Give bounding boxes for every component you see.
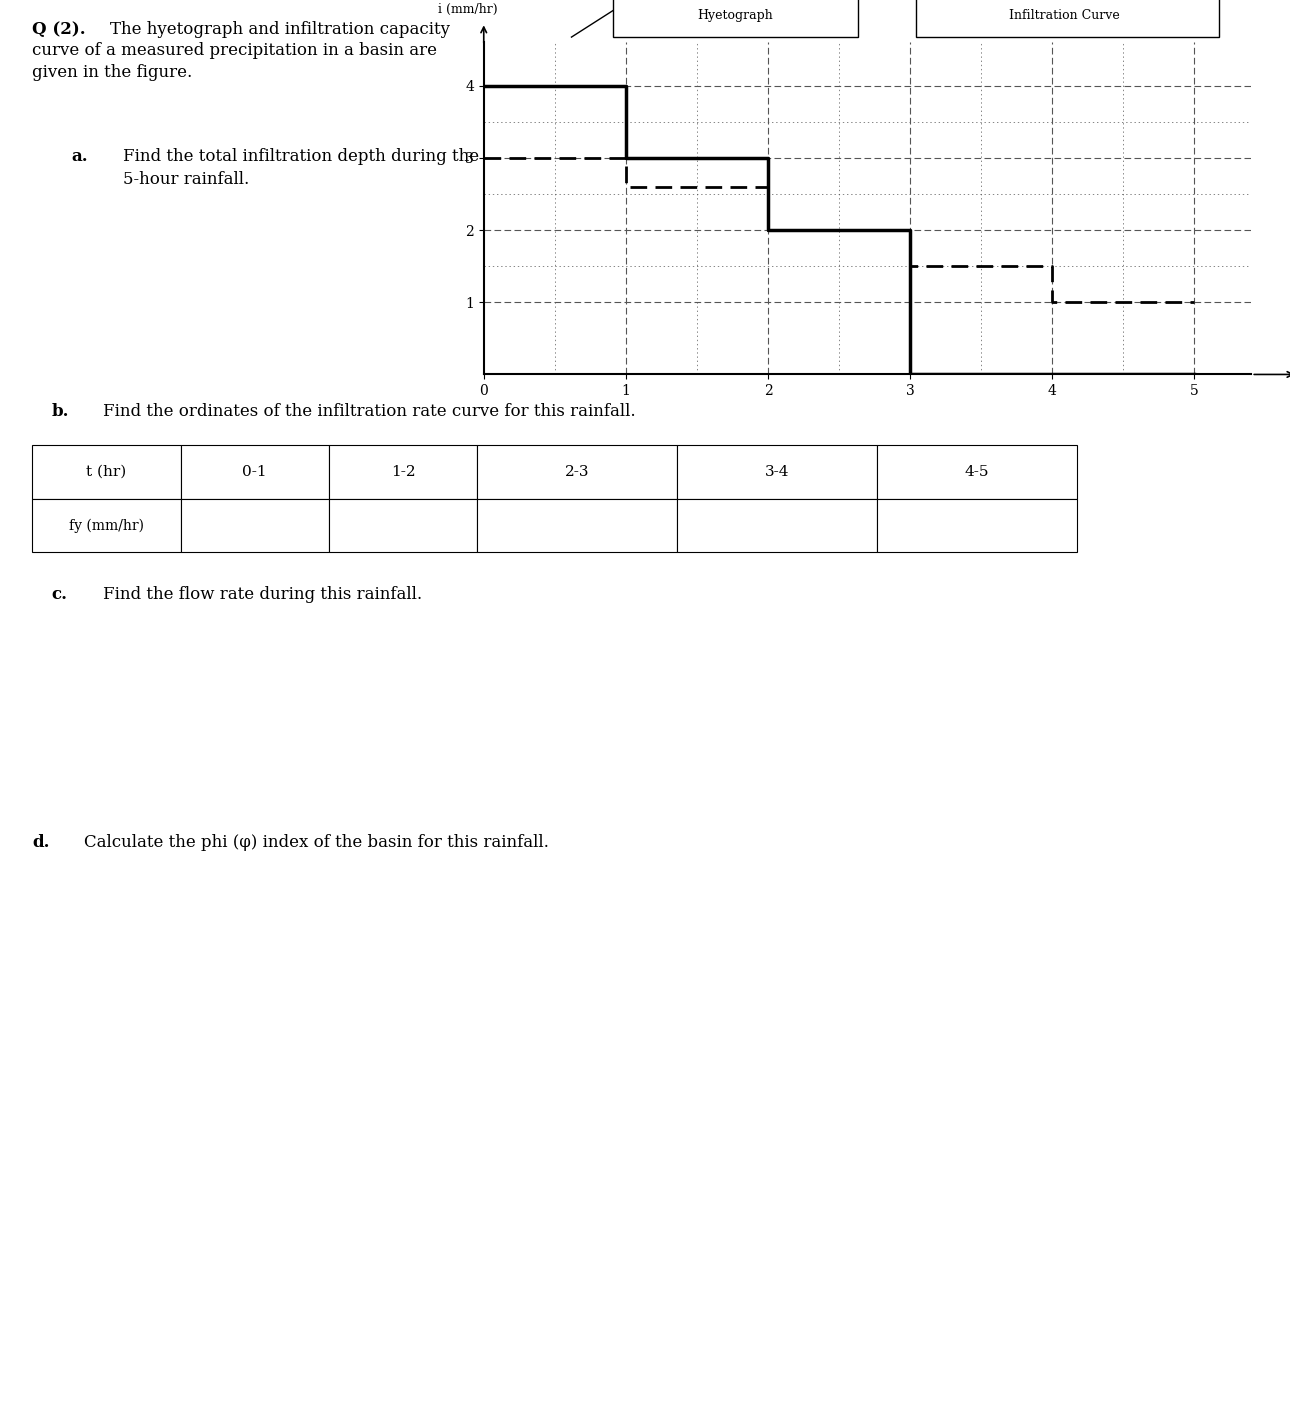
Text: Q (2).: Q (2).	[32, 21, 86, 38]
Text: Infiltration Curve: Infiltration Curve	[1009, 8, 1120, 23]
Text: 4-5: 4-5	[965, 465, 989, 479]
Text: given in the figure.: given in the figure.	[32, 64, 192, 81]
Text: 1-2: 1-2	[391, 465, 415, 479]
Text: Hyetograph: Hyetograph	[698, 8, 773, 23]
Text: curve of a measured precipitation in a basin are: curve of a measured precipitation in a b…	[32, 42, 437, 59]
Text: c.: c.	[52, 586, 67, 603]
Text: b.: b.	[52, 403, 70, 420]
Text: fy (mm/hr): fy (mm/hr)	[68, 519, 144, 533]
Text: Find the ordinates of the infiltration rate curve for this rainfall.: Find the ordinates of the infiltration r…	[103, 403, 636, 420]
Text: Find the flow rate during this rainfall.: Find the flow rate during this rainfall.	[103, 586, 422, 603]
Text: a.: a.	[71, 148, 88, 165]
Text: 5-hour rainfall.: 5-hour rainfall.	[123, 171, 249, 188]
Text: t (hr): t (hr)	[86, 465, 126, 479]
Text: 2-3: 2-3	[565, 465, 590, 479]
Text: 0-1: 0-1	[243, 465, 267, 479]
Text: The hyetograph and infiltration capacity: The hyetograph and infiltration capacity	[110, 21, 450, 38]
Text: d.: d.	[32, 834, 50, 851]
Text: Find the total infiltration depth during the: Find the total infiltration depth during…	[123, 148, 479, 165]
Text: i (mm/hr): i (mm/hr)	[437, 3, 498, 16]
Text: Calculate the phi (φ) index of the basin for this rainfall.: Calculate the phi (φ) index of the basin…	[84, 834, 548, 851]
Text: 3-4: 3-4	[765, 465, 789, 479]
